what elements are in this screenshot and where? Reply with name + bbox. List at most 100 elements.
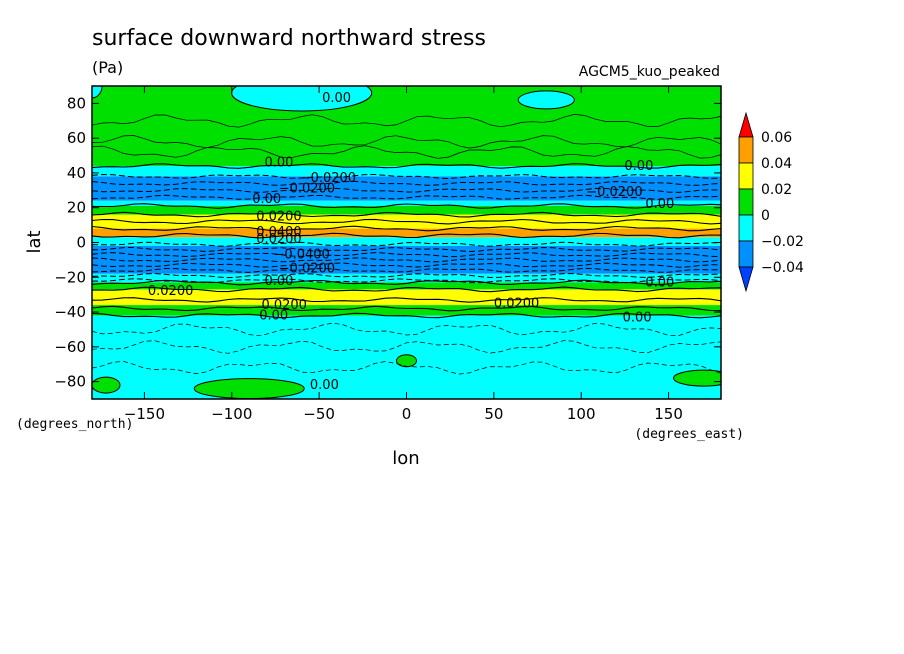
contour-label: 0.00 — [264, 274, 293, 289]
contour-line-solid-8 — [92, 297, 721, 303]
contour-label: −0.0200 — [279, 182, 335, 197]
contour-label: −0.0200 — [586, 185, 642, 200]
y-tick-label: −60 — [54, 338, 86, 356]
contour-label: 0.00 — [645, 197, 674, 212]
contour-label: 0.00 — [623, 310, 652, 325]
colorbar-swatch-4 — [738, 214, 754, 242]
colorbar-label: 0.04 — [761, 156, 792, 172]
y-tick-label: 80 — [67, 94, 86, 112]
chart-title: surface downward northward stress — [92, 26, 486, 51]
contour-feature-5 — [92, 376, 121, 394]
contour-line-solid-0 — [92, 163, 721, 169]
colorbar-swatch-2 — [738, 162, 754, 190]
contour-feature-6 — [396, 354, 417, 368]
contour-band-10 — [92, 282, 721, 290]
contour-line-dashed-6 — [92, 252, 721, 258]
y-tick-label: 20 — [67, 199, 86, 217]
x-tick-label: 50 — [484, 405, 503, 423]
contour-line-polar-0 — [92, 114, 721, 128]
colorbar-label: 0.02 — [761, 182, 792, 198]
contour-band-1 — [92, 165, 721, 177]
y-tick-label: −80 — [54, 373, 86, 391]
y-tick-label: −20 — [54, 268, 86, 286]
colorbar-label: 0 — [761, 208, 770, 224]
contour-label: 0.00 — [259, 309, 288, 324]
colorbar-label: −0.02 — [761, 234, 804, 250]
contour-band-6 — [92, 228, 721, 238]
colorbar: 0.06 0.04 0.02 0 −0.02 −0.04 — [738, 111, 804, 293]
contour-line-solid-7 — [92, 286, 721, 293]
contour-line-solid-4 — [92, 225, 721, 232]
chart-units: (Pa) — [92, 58, 123, 77]
contour-label: 0.0400 — [256, 225, 302, 240]
contour-feature-2 — [92, 86, 103, 99]
y-axis-units: (degrees_north) — [16, 417, 133, 432]
contour-label: 0.00 — [310, 378, 339, 393]
contour-label: 0.0200 — [256, 209, 302, 224]
colorbar-bottom-arrow — [738, 266, 754, 293]
y-tick-label: 60 — [67, 129, 86, 147]
contour-line-dashed-4 — [92, 241, 721, 247]
contour-label: 0.0200 — [256, 232, 302, 247]
contour-band-3 — [92, 200, 721, 206]
contour-label: −0.0200 — [279, 262, 335, 277]
colorbar-top-arrow — [738, 111, 754, 138]
contour-label: 0.00 — [252, 192, 281, 207]
contour-label: 0.0200 — [261, 298, 307, 313]
contour-line-solid-5 — [92, 232, 721, 239]
contour-feature-3 — [193, 378, 305, 399]
plot-area — [92, 86, 721, 399]
contour-line-polar-2 — [92, 145, 721, 159]
contour-label: 0.0200 — [494, 296, 540, 311]
contour-line-solid-6 — [92, 279, 721, 286]
x-tick-label: 150 — [654, 405, 683, 423]
contour-label: 0.0200 — [148, 284, 194, 299]
contour-line-solid-9 — [92, 305, 721, 312]
contour-line-dashed-1 — [92, 180, 721, 186]
contour-line-dashed-9 — [92, 267, 721, 273]
x-tick-label: 100 — [567, 405, 596, 423]
contour-line-dashed-2 — [92, 187, 721, 193]
contour-label: 0.00 — [624, 159, 653, 174]
x-tick-label: −50 — [303, 405, 335, 423]
y-axis-label: lat — [24, 230, 45, 253]
contour-band-7 — [92, 237, 721, 246]
contour-line-polar-1 — [92, 135, 721, 149]
contour-label: 0.00 — [264, 156, 293, 171]
x-axis-units: (degrees_east) — [634, 427, 744, 442]
contour-line-dashed-11 — [92, 278, 721, 284]
contour-line-dashed-3 — [92, 194, 721, 200]
contour-line-polar-3 — [92, 322, 721, 337]
contour-line-solid-10 — [92, 312, 721, 319]
contour-line-dashed-0 — [92, 173, 721, 180]
colorbar-swatch-1 — [738, 136, 754, 164]
contour-band-4 — [92, 205, 721, 215]
contour-line-solid-2 — [92, 211, 721, 218]
contour-feature-1 — [517, 90, 575, 110]
colorbar-swatch-5 — [738, 240, 754, 268]
contour-band-9 — [92, 273, 721, 283]
contour-line-polar-4 — [92, 340, 721, 354]
contour-band-11 — [92, 289, 721, 306]
contour-label: 0.00 — [645, 275, 674, 290]
y-tick-label: 0 — [76, 234, 86, 252]
y-tick-label: 40 — [67, 164, 86, 182]
colorbar-label: 0.06 — [761, 130, 792, 146]
contour-line-solid-3 — [92, 218, 721, 225]
contour-line-dashed-5 — [92, 246, 721, 253]
contour-line-dashed-8 — [92, 262, 721, 268]
contour-band-12 — [92, 305, 721, 316]
contour-line-dashed-7 — [92, 257, 721, 263]
contour-label: 0.00 — [322, 91, 351, 106]
y-tick-label: −40 — [54, 303, 86, 321]
contour-line-solid-1 — [92, 203, 721, 209]
x-tick-label: −150 — [124, 405, 165, 423]
contour-band-0 — [92, 86, 721, 166]
x-tick-label: 0 — [402, 405, 412, 423]
x-tick-label: −100 — [211, 405, 252, 423]
colorbar-swatch-3 — [738, 188, 754, 216]
contour-line-polar-5 — [92, 361, 721, 375]
contour-label: −0.0200 — [300, 171, 356, 186]
colorbar-label: −0.04 — [761, 260, 804, 276]
